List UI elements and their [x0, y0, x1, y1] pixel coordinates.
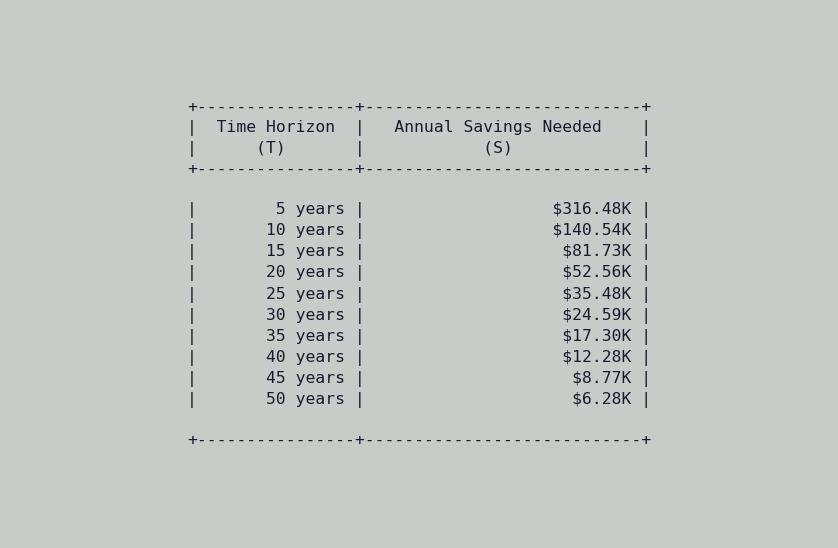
Text: +----------------+----------------------------+
|  Time Horizon  |   Annual Savi: +----------------+----------------------…: [187, 100, 651, 448]
